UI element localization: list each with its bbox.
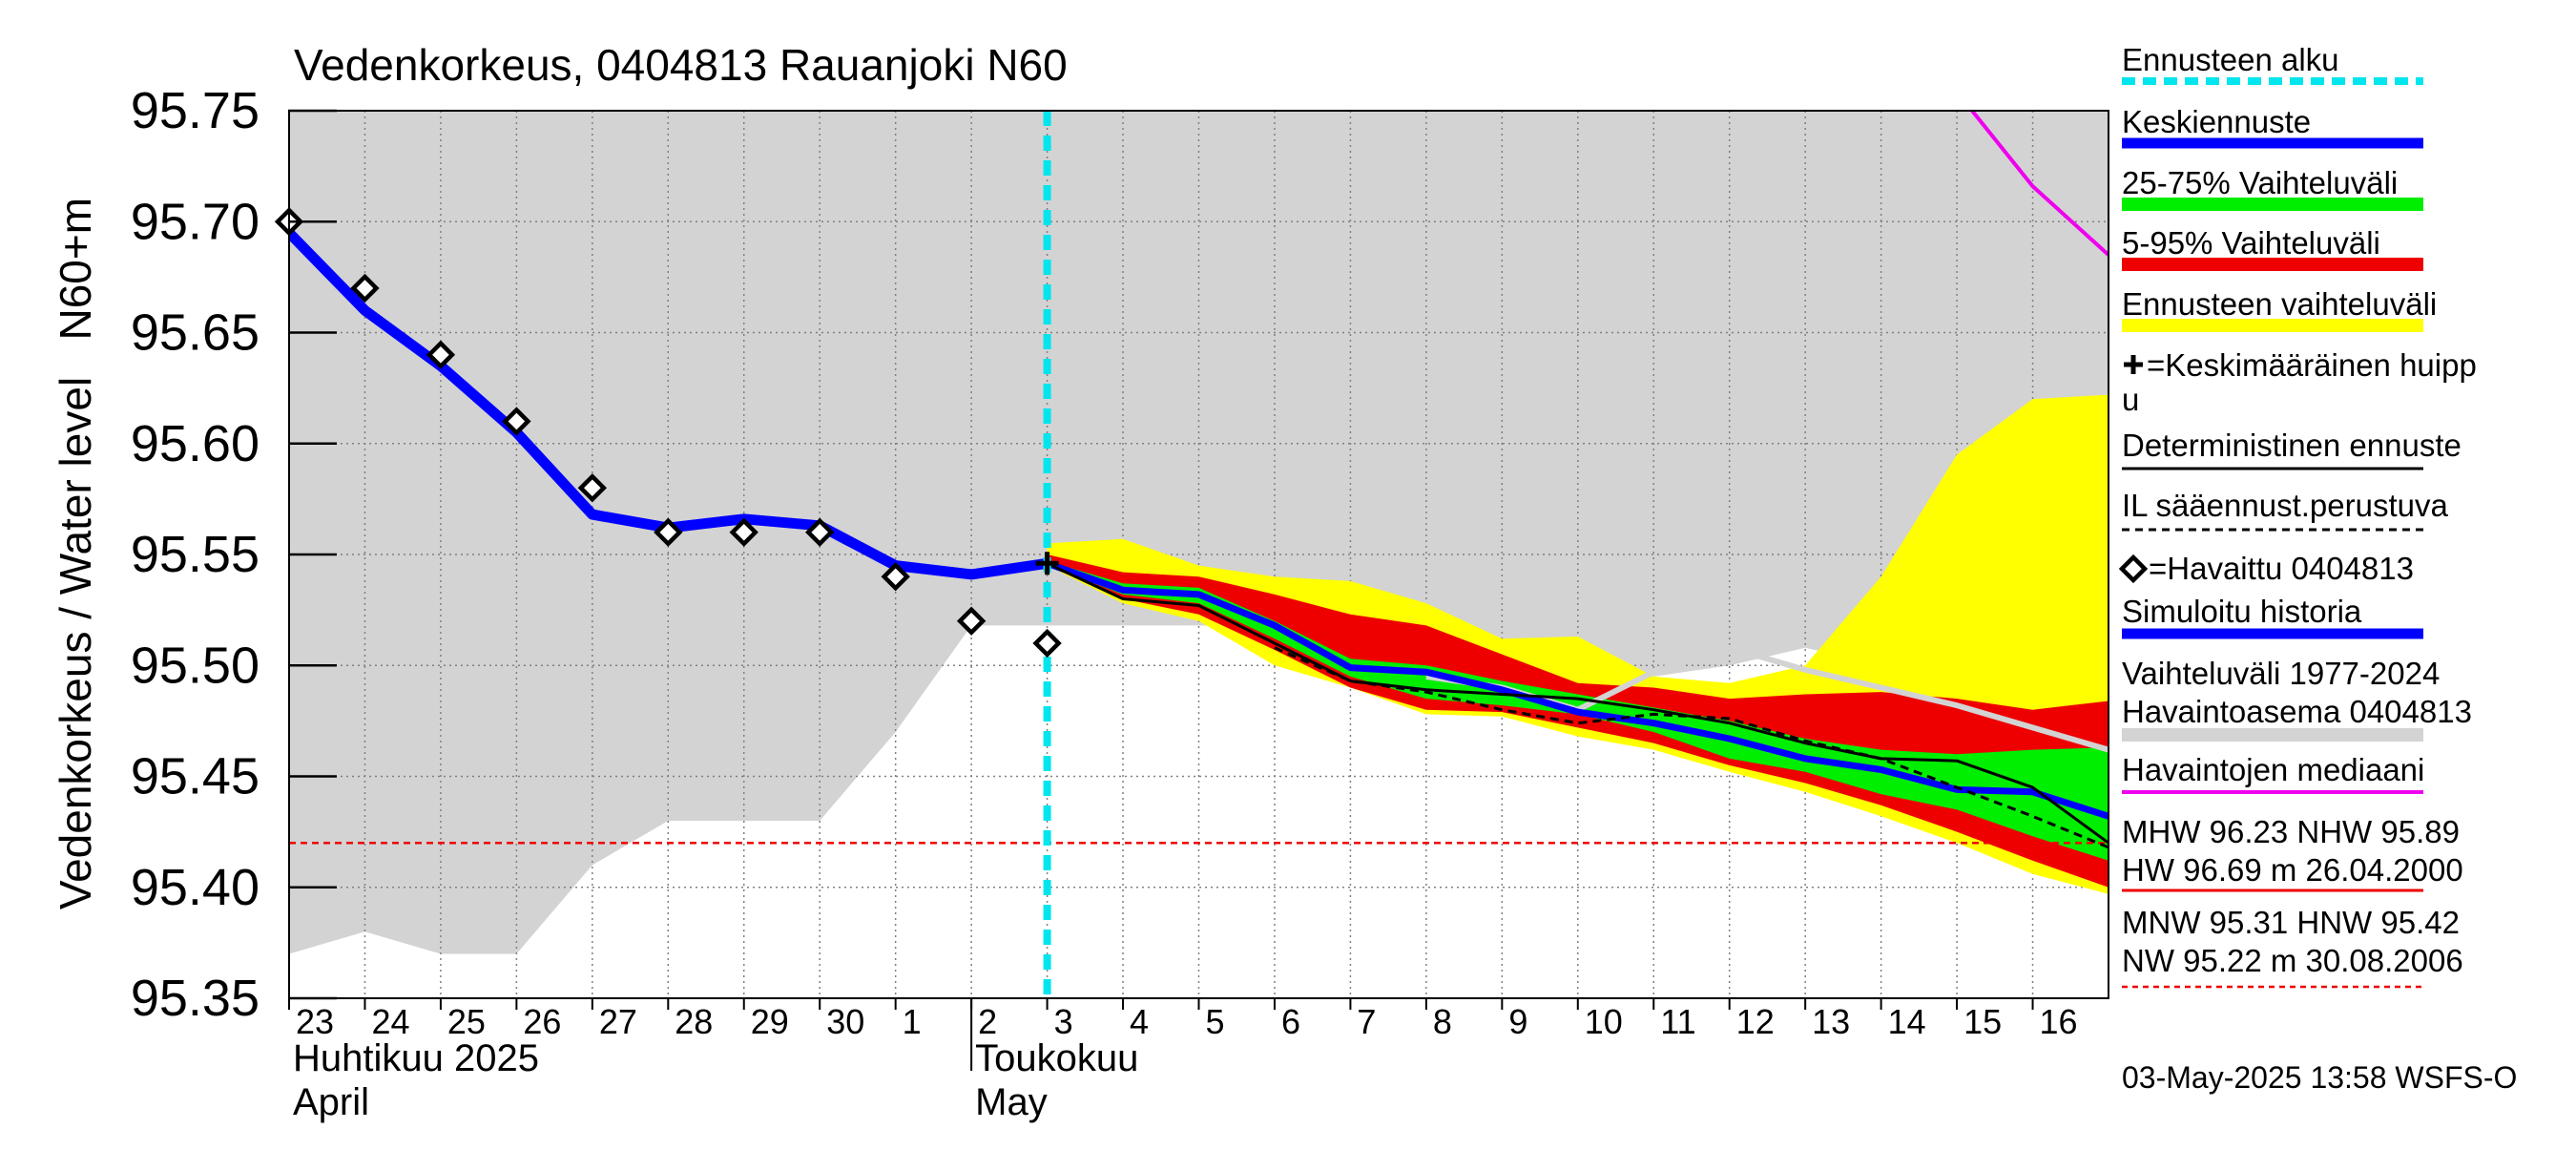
legend-observed-marker	[2118, 554, 2149, 584]
x-tick-label: 16	[2040, 1002, 2078, 1041]
x-tick-label: 14	[1888, 1002, 1926, 1041]
legend-label: =Keskimääräinen huipp	[2147, 347, 2477, 383]
y-tick-label: 95.65	[131, 304, 260, 362]
legend-label: Vaihteluväli 1977-2024	[2122, 656, 2440, 691]
x-tick-label: 30	[826, 1002, 864, 1041]
mean-peak-marker	[1035, 552, 1059, 575]
legend: Ennusteen alku Keskiennuste 25-75% Vaihtel…	[2118, 42, 2477, 989]
y-tick-label: 95.75	[131, 82, 260, 139]
y-tick-label: 95.60	[131, 415, 260, 472]
plot-clip-group	[289, 111, 2109, 998]
x-tick-label: 27	[599, 1002, 637, 1041]
x-tick-label: 13	[1812, 1002, 1850, 1041]
x-tick-label: 8	[1433, 1002, 1452, 1041]
observed-point	[956, 606, 987, 636]
legend-label: u	[2122, 382, 2139, 417]
month-label: Huhtikuu 2025	[293, 1037, 539, 1079]
legend-label: 25-75% Vaihteluväli	[2122, 165, 2398, 200]
x-tick-label: 9	[1508, 1002, 1527, 1041]
x-tick-label: 29	[751, 1002, 789, 1041]
band-5-95	[1047, 554, 2109, 888]
observed-point	[350, 273, 380, 303]
legend-label: Ennusteen alku	[2122, 42, 2339, 77]
y-tick-label: 95.45	[131, 748, 260, 805]
x-tick-label: 28	[675, 1002, 713, 1041]
x-tick-label: 25	[447, 1002, 486, 1041]
x-tick-label: 15	[1963, 1002, 2002, 1041]
observed-point	[426, 340, 456, 369]
series-havaintojen-mediaani	[1970, 111, 2109, 257]
legend-label: MHW 96.23 NHW 95.89	[2122, 814, 2460, 849]
legend-label: Simuloitu historia	[2122, 594, 2362, 629]
series-deterministinen-ennuste	[1046, 561, 2109, 845]
x-tick-label: 6	[1281, 1002, 1300, 1041]
legend-label: IL sääennust.perustuva	[2122, 488, 2448, 523]
legend-label: Deterministinen ennuste	[2122, 428, 2462, 463]
legend-label: Keskiennuste	[2122, 104, 2311, 139]
series-il-s-ennust-perustuva	[1274, 646, 2109, 849]
legend-label: 5-95% Vaihteluväli	[2122, 225, 2380, 261]
legend-label: NW 95.22 m 30.08.2006	[2122, 943, 2463, 978]
legend-label: MNW 95.31 HNW 95.42	[2122, 905, 2460, 940]
observed-point	[654, 517, 683, 547]
chart-title: Vedenkorkeus, 0404813 Rauanjoki N60	[294, 40, 1068, 90]
x-tick-label: 12	[1736, 1002, 1775, 1041]
footer-timestamp: 03-May-2025 13:58 WSFS-O	[2122, 1060, 2517, 1095]
x-tick-label: 7	[1357, 1002, 1376, 1041]
observed-point	[881, 562, 910, 592]
month-label-english: May	[975, 1081, 1048, 1123]
observed-point	[729, 517, 758, 547]
x-tick-label: 23	[296, 1002, 334, 1041]
y-tick-label: 95.70	[131, 193, 260, 250]
axes: 95.35 95.40 95.45 95.50 95.55 95.60 95.65 95.70…	[131, 82, 2109, 1123]
historical-range-band	[289, 111, 2109, 954]
y-tick-label: 95.50	[131, 637, 260, 694]
x-tick-label: 4	[1130, 1002, 1149, 1041]
legend-label: Havaintojen mediaani	[2122, 752, 2424, 787]
legend-label: HW 96.69 m 26.04.2000	[2122, 852, 2463, 888]
observed-point	[577, 473, 608, 503]
month-label: Toukokuu	[975, 1037, 1138, 1079]
x-tick-label: 1	[903, 1002, 922, 1041]
observed-point	[805, 517, 835, 547]
legend-peak-marker	[2124, 355, 2143, 374]
x-tick-label: 24	[371, 1002, 409, 1041]
x-tick-label: 5	[1206, 1002, 1225, 1041]
x-tick-label: 10	[1585, 1002, 1623, 1041]
x-tick-label: 3	[1054, 1002, 1073, 1041]
legend-label: Ennusteen vaihteluväli	[2122, 286, 2437, 322]
y-tick-label: 95.55	[131, 526, 260, 583]
x-tick-label: 2	[978, 1002, 997, 1041]
x-tick-label: 26	[523, 1002, 561, 1041]
y-axis-label: Vedenkorkeus / Water level N60+m	[51, 198, 100, 910]
plot-area	[274, 111, 2109, 998]
y-tick-label: 95.40	[131, 859, 260, 916]
observed-point	[1032, 628, 1062, 659]
x-tick-label: 11	[1660, 1002, 1695, 1041]
series-keskiennuste	[1046, 559, 2109, 820]
month-label-english: April	[293, 1081, 369, 1123]
legend-label: =Havaittu 0404813	[2149, 551, 2414, 586]
y-tick-label: 95.35	[131, 970, 260, 1027]
observed-point	[502, 407, 531, 436]
legend-label: Havaintoasema 0404813	[2122, 694, 2472, 729]
